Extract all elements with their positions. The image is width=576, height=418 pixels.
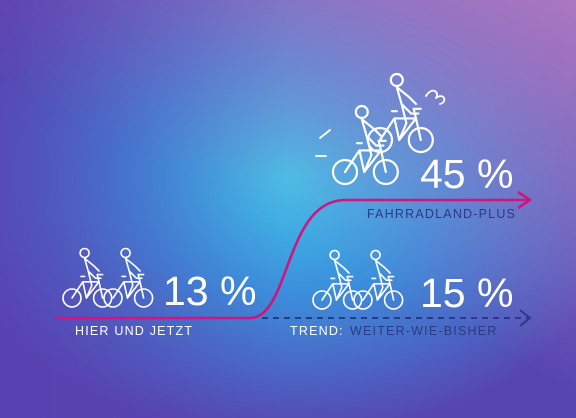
value: 45 % <box>420 151 513 197</box>
label: FAHRRADLAND-PLUS <box>367 207 516 221</box>
plus-arrow <box>517 190 533 210</box>
value: 15 % <box>420 270 513 316</box>
plus-line <box>55 198 528 320</box>
label: HIER UND JETZT <box>75 324 193 338</box>
trend-arrow <box>519 309 532 327</box>
label-prefix: TREND: <box>290 324 344 338</box>
motion-lines <box>315 89 446 157</box>
label: WEITER-WIE-BISHER <box>350 324 497 338</box>
value: 13 % <box>163 268 256 314</box>
